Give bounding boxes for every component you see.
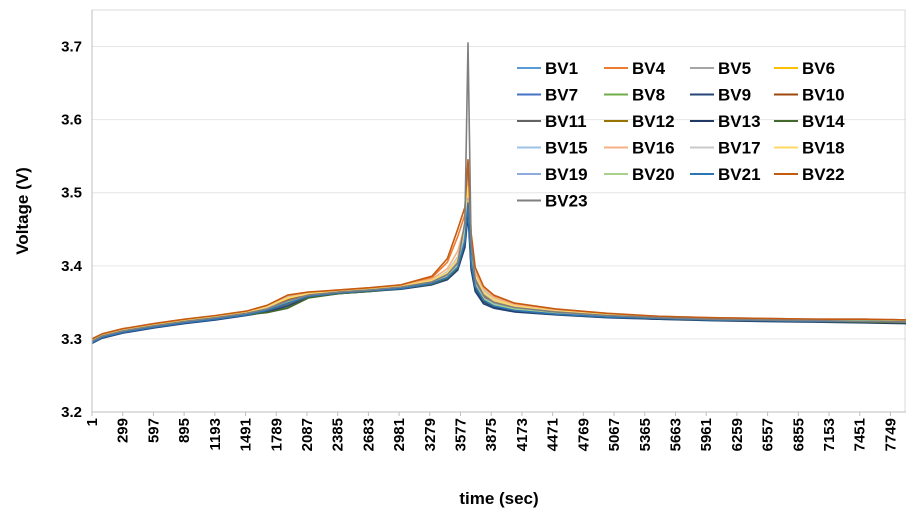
plot-area: [91, 9, 906, 413]
legend-item-bv8: BV8: [604, 86, 665, 105]
legend-item-bv22: BV22: [774, 165, 845, 184]
legend-item-bv12: BV12: [604, 112, 675, 131]
x-tick-label: 597: [145, 418, 162, 443]
legend: BV1 BV4 BV5 BV6 BV7 BV8 BV9 BV10 BV11 BV12 BV13 BV1…: [517, 59, 845, 211]
y-tick-label: 3.2: [61, 404, 82, 421]
legend-item-bv13: BV13: [690, 112, 761, 131]
legend-item-bv14: BV14: [774, 112, 845, 131]
gridlines: [92, 46, 906, 413]
x-tick-label: 7451: [852, 418, 869, 451]
legend-label: BV10: [802, 86, 845, 105]
legend-item-bv5: BV5: [690, 59, 751, 78]
x-tick-label: 5663: [667, 418, 684, 451]
legend-label: BV8: [632, 86, 665, 105]
legend-item-bv17: BV17: [690, 139, 761, 158]
series-line-bv23: [91, 42, 906, 342]
legend-label: BV19: [545, 165, 588, 184]
legend-label: BV4: [632, 59, 666, 78]
legend-label: BV14: [802, 112, 845, 131]
series-line-bv22: [91, 159, 906, 340]
legend-item-bv16: BV16: [604, 139, 675, 158]
legend-item-bv19: BV19: [517, 165, 588, 184]
x-tick-label: 4769: [575, 418, 592, 451]
plot-border: [91, 9, 906, 413]
x-tick-label: 1: [84, 418, 101, 426]
series-line-bv9: [91, 213, 906, 345]
legend-label: BV15: [545, 139, 588, 158]
x-tick-label: 3279: [422, 418, 439, 451]
legend-item-bv7: BV7: [517, 86, 578, 105]
series-line-bv13: [91, 205, 906, 344]
legend-label: BV20: [632, 165, 675, 184]
x-tick-label: 4471: [545, 418, 562, 451]
legend-label: BV7: [545, 86, 578, 105]
x-tick-label: 7749: [882, 418, 899, 451]
legend-item-bv11: BV11: [517, 112, 587, 131]
legend-label: BV17: [718, 139, 761, 158]
y-tick-label: 3.7: [61, 39, 82, 56]
legend-label: BV23: [545, 192, 588, 211]
series-line-bv4: [91, 162, 906, 340]
y-axis-title: Voltage (V): [13, 167, 32, 255]
x-tick-label: 6259: [729, 418, 746, 451]
legend-label: BV5: [718, 59, 751, 78]
y-tick-label: 3.5: [61, 185, 82, 202]
legend-item-bv4: BV4: [604, 59, 666, 78]
x-tick-label: 3577: [453, 418, 470, 451]
legend-item-bv21: BV21: [690, 165, 761, 184]
x-tick-label: 299: [115, 418, 132, 443]
x-tick-label: 895: [176, 418, 193, 443]
legend-item-bv23: BV23: [517, 192, 588, 211]
x-tick-label: 2981: [391, 418, 408, 451]
legend-label: BV16: [632, 139, 675, 158]
legend-label: BV9: [718, 86, 751, 105]
legend-label: BV12: [632, 112, 675, 131]
legend-label: BV21: [718, 165, 761, 184]
x-tick-label: 2683: [360, 418, 377, 451]
x-tick-label: 6855: [790, 418, 807, 451]
legend-label: BV22: [802, 165, 845, 184]
series-line-bv21: [91, 202, 906, 344]
x-tick-label: 4173: [514, 418, 531, 451]
y-tick-label: 3.4: [61, 258, 83, 275]
legend-item-bv6: BV6: [774, 59, 835, 78]
axes: [91, 10, 906, 413]
x-tick-label: 1491: [238, 418, 255, 451]
legend-label: BV1: [545, 59, 578, 78]
y-tick-label: 3.3: [61, 331, 82, 348]
legend-label: BV13: [718, 112, 761, 131]
x-tick-label: 5961: [698, 418, 715, 451]
legend-item-bv10: BV10: [774, 86, 845, 105]
y-tick-labels: 3.2 3.3 3.4 3.5 3.6 3.7: [61, 39, 83, 421]
legend-item-bv20: BV20: [604, 165, 675, 184]
legend-item-bv15: BV15: [517, 139, 588, 158]
legend-label: BV6: [802, 59, 835, 78]
x-tick-label: 2385: [330, 418, 347, 451]
x-tick-label: 1789: [268, 418, 285, 451]
x-tick-label: 3875: [483, 418, 500, 451]
x-tick-label: 7153: [821, 418, 838, 451]
legend-label: BV11: [545, 112, 587, 131]
legend-label: BV18: [802, 139, 845, 158]
x-tick-label: 1193: [207, 418, 224, 451]
legend-item-bv9: BV9: [690, 86, 751, 105]
x-tick-label: 5365: [637, 418, 654, 451]
series-line-bv7: [91, 206, 906, 344]
legend-item-bv18: BV18: [774, 139, 845, 158]
series-layer: [91, 42, 906, 345]
x-axis-title: time (sec): [459, 489, 538, 508]
x-tick-label: 5067: [606, 418, 623, 451]
x-tick-labels: 1 299 597 895 1193 1491 1789 2087 2385 2683 2981 32…: [84, 412, 899, 451]
x-tick-label: 6557: [760, 418, 777, 451]
x-tick-label: 2087: [299, 418, 316, 451]
legend-item-bv1: BV1: [517, 59, 578, 78]
y-tick-label: 3.6: [61, 112, 82, 129]
